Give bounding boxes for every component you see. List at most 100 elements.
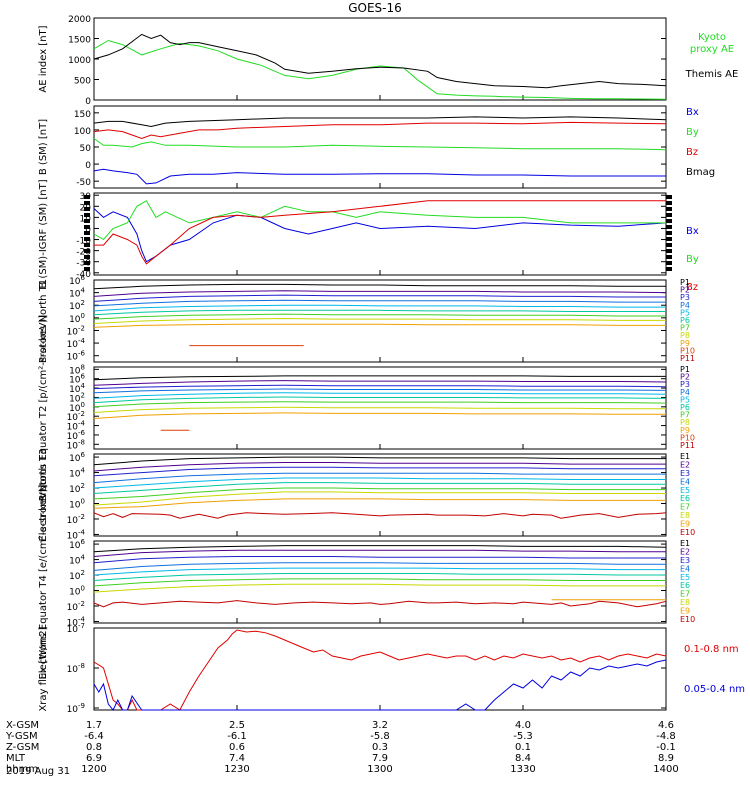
legend-p6: P6 — [680, 316, 690, 325]
y-tick-label: 106 — [69, 274, 85, 287]
y-tick-label: 106 — [69, 538, 85, 551]
orbit-row-value: -4.8 — [656, 731, 676, 742]
y-tick-label: 100 — [74, 127, 91, 137]
series-line-bmag — [93, 116, 667, 128]
y-axis-label: B (SM)-IGRF (SM) [nT] — [38, 179, 49, 288]
legend-bmag: Bmag — [686, 167, 715, 178]
legend-p3: P3 — [680, 293, 690, 302]
y-tick-label: 2000 — [68, 15, 91, 25]
orbit-row-label: MLT — [6, 753, 26, 764]
legend-p9: P9 — [680, 339, 690, 348]
y-tick-label: 150 — [74, 110, 91, 120]
orbit-row-value: -5.8 — [370, 731, 390, 742]
y-tick-label: 500 — [74, 77, 91, 87]
orbit-row-value: 7.9 — [372, 753, 388, 764]
y-tick-label: 0 — [85, 225, 91, 235]
y-axis-label: B (SM) [nT] — [38, 119, 49, 175]
legend-p9: P9 — [680, 426, 690, 435]
legend-e7: E7 — [680, 590, 690, 599]
series-line-p9 — [93, 412, 666, 419]
y-tick-label: 10-4 — [67, 337, 86, 350]
series-line-e3 — [93, 556, 666, 564]
series-line-p6 — [93, 396, 667, 404]
edge-marker — [84, 243, 90, 247]
orbit-row-value: 0.1 — [515, 742, 531, 753]
legend-p11: P11 — [680, 441, 695, 450]
legend-e1: E1 — [680, 539, 690, 548]
edge-marker — [84, 267, 90, 271]
legend-e6: E6 — [680, 581, 690, 590]
series-line-e6 — [93, 482, 666, 494]
legend-p5: P5 — [680, 395, 690, 404]
edge-marker — [666, 249, 672, 253]
orbit-row-value: -6.1 — [227, 731, 247, 742]
y-tick-label: 100 — [69, 401, 85, 414]
y-tick-label: 10-2 — [67, 513, 85, 526]
series-line-p1 — [93, 283, 666, 290]
edge-marker — [84, 249, 90, 253]
y-tick-label: 104 — [69, 554, 85, 567]
series-line-e5 — [93, 477, 666, 489]
y-tick-label: 0 — [85, 161, 91, 171]
orbit-row-value: -5.3 — [513, 731, 533, 742]
y-tick-label: 10-2 — [67, 410, 85, 423]
y-tick-label: 102 — [69, 391, 85, 404]
series-line-e2 — [93, 462, 666, 472]
legend-p1: P1 — [680, 278, 690, 287]
legend-e3: E3 — [680, 469, 690, 478]
legend-bz: Bz — [686, 282, 698, 293]
y-tick-label: 10-6 — [67, 429, 86, 442]
legend-e2: E2 — [680, 547, 690, 556]
series-line-e10 — [93, 600, 667, 608]
y-tick-label: 106 — [69, 373, 85, 386]
legend-e8: E8 — [680, 511, 690, 520]
y-tick-label: 102 — [69, 482, 85, 495]
y-tick-label: -40 — [76, 270, 91, 280]
series-line-e9 — [93, 498, 666, 509]
legend-p10: P10 — [680, 433, 695, 442]
series-line-p2 — [93, 290, 667, 297]
series-line-p2 — [93, 380, 667, 386]
legend-e6: E6 — [680, 494, 690, 503]
y-tick-label: 100 — [69, 585, 85, 598]
series-line-e1 — [93, 545, 667, 553]
y-tick-label: 102 — [69, 299, 85, 312]
legend-0-05-0-4-nm: 0.05-0.4 nm — [684, 684, 745, 695]
plot-title: GOES-16 — [348, 1, 402, 15]
panel-2: 150 100 50 0 -50 B (SM) [nT] Bx By Bz Bmag — [38, 105, 715, 189]
orbit-row-value: 1230 — [224, 764, 249, 775]
y-tick-label: 1000 — [68, 56, 91, 66]
legend-p1: P1 — [680, 365, 690, 374]
y-tick-label: 102 — [69, 569, 85, 582]
orbit-row-value: 1400 — [653, 764, 678, 775]
y-tick-label: -50 — [76, 178, 91, 188]
legend-p4: P4 — [680, 301, 690, 310]
legend-e5: E5 — [680, 486, 690, 495]
y-axis-label: Electrons Equator T4 [e/(cm²-s-sr-keV)] — [38, 484, 49, 679]
y-tick-label: 10-8 — [67, 662, 85, 675]
orbit-row-value: 8.9 — [658, 753, 674, 764]
series-line-e2 — [93, 549, 666, 557]
series-line-p8 — [93, 406, 666, 413]
legend-e4: E4 — [680, 477, 690, 486]
edge-marker — [666, 261, 672, 265]
orbit-row-value: 1330 — [510, 764, 535, 775]
edge-marker — [84, 255, 90, 259]
series-line-p7 — [93, 313, 666, 320]
orbit-row-value: 1300 — [367, 764, 392, 775]
y-tick-label: 10-9 — [67, 702, 85, 715]
orbit-row-value: -0.1 — [656, 742, 676, 753]
edge-marker — [666, 219, 672, 223]
y-tick-label: 104 — [69, 287, 85, 300]
y-tick-label: 10-4 — [67, 615, 86, 628]
legend-bx: Bx — [686, 226, 699, 237]
edge-marker — [666, 255, 672, 259]
series-line-p3 — [93, 294, 666, 302]
panel-7: 106 104 102 100 10-2 10-4 Electrons Equator T4… — [38, 484, 695, 679]
edge-marker — [666, 231, 672, 235]
series-line-themis-ae — [93, 33, 667, 89]
series-line-p4 — [93, 299, 666, 307]
series-line-p3 — [93, 384, 667, 390]
